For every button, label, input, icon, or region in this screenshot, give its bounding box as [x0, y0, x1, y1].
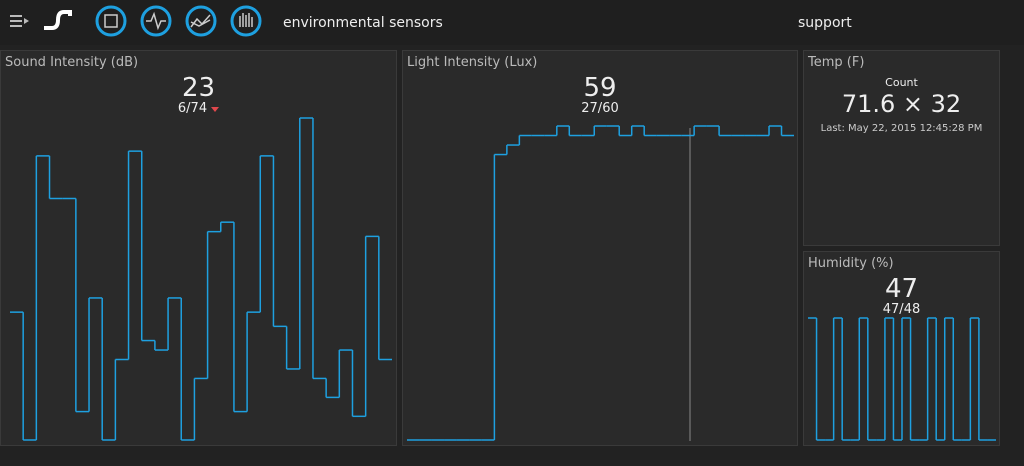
app-title: environmental sensors	[283, 15, 443, 31]
current-value: 23	[181, 73, 216, 103]
range: 47/48	[882, 302, 921, 317]
panel-title: Sound Intensity (dB)	[5, 55, 139, 70]
panel-title: Light Intensity (Lux)	[407, 55, 538, 70]
light-panel: Light Intensity (Lux) 59 27/60	[402, 50, 798, 446]
range: 27/60	[581, 101, 619, 116]
panel-title: Temp (F)	[808, 55, 865, 70]
nav-icons	[10, 5, 262, 37]
temp-panel: Temp (F) Count 71.6 × 32 Last: May 22, 2…	[803, 50, 1000, 246]
panel-title: Humidity (%)	[808, 256, 894, 271]
last-updated: Last: May 22, 2015 12:45:28 PM	[820, 123, 983, 134]
header: environmental sensors support	[0, 0, 1024, 45]
trend-down	[211, 107, 219, 112]
support-link[interactable]: support	[798, 15, 852, 31]
current-value: 59	[583, 73, 617, 103]
reading: 71.6 × 32	[841, 90, 962, 118]
sound-panel: Sound Intensity (dB) 23 6/74	[0, 50, 397, 446]
reading-label: Count	[885, 76, 918, 89]
current-value: 47	[884, 274, 919, 304]
range: 6/74	[177, 101, 208, 116]
